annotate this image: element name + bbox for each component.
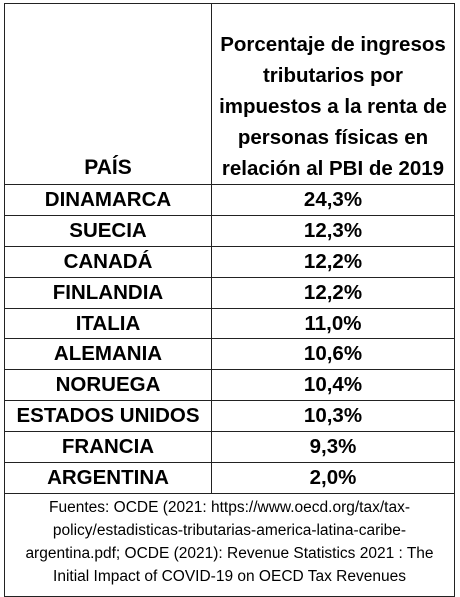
sources-footnote[interactable]: Fuentes: OCDE (2021: https://www.oecd.or…	[4, 492, 455, 597]
value-cell[interactable]: 12,3%	[211, 214, 455, 247]
footnote-line-1: Fuentes: OCDE (2021: https://www.oecd.or…	[49, 498, 410, 516]
table-row: ALEMANIA 10,6%	[4, 338, 455, 371]
header-value-line-2: tributarios por	[262, 64, 404, 87]
table-row: CANADÁ 12,2%	[4, 245, 455, 278]
table-row: ARGENTINA 2,0%	[4, 462, 455, 494]
table-row: ESTADOS UNIDOS 10,3%	[4, 400, 455, 433]
header-row: PAÍS Porcentaje de ingresos tributarios …	[4, 3, 455, 185]
tax-revenue-table: PAÍS Porcentaje de ingresos tributarios …	[4, 3, 455, 597]
table-row: NORUEGA 10,4%	[4, 369, 455, 402]
header-value-line-3: impuestos a la renta de	[219, 95, 447, 118]
header-value[interactable]: Porcentaje de ingresos tributarios por i…	[211, 3, 455, 185]
country-cell[interactable]: DINAMARCA	[4, 184, 212, 216]
country-cell[interactable]: SUECIA	[4, 214, 212, 247]
header-country[interactable]: PAÍS	[4, 3, 212, 185]
country-cell[interactable]: FRANCIA	[4, 431, 212, 464]
value-cell[interactable]: 9,3%	[211, 431, 455, 464]
table-row: DINAMARCA 24,3%	[4, 184, 455, 216]
country-cell[interactable]: ESTADOS UNIDOS	[4, 400, 212, 433]
value-cell[interactable]: 12,2%	[211, 245, 455, 278]
footnote-line-4: Initial Impact of COVID-19 on OECD Tax R…	[53, 567, 406, 585]
header-value-line-4: personas físicas en	[237, 126, 429, 149]
country-cell[interactable]: CANADÁ	[4, 245, 212, 278]
table-row: SUECIA 12,3%	[4, 214, 455, 247]
value-cell[interactable]: 10,3%	[211, 400, 455, 433]
footer-row: Fuentes: OCDE (2021: https://www.oecd.or…	[4, 492, 455, 597]
country-cell[interactable]: ITALIA	[4, 307, 212, 340]
country-cell[interactable]: NORUEGA	[4, 369, 212, 402]
value-cell[interactable]: 11,0%	[211, 307, 455, 340]
value-cell[interactable]: 10,4%	[211, 369, 455, 402]
value-cell[interactable]: 10,6%	[211, 338, 455, 371]
value-cell[interactable]: 2,0%	[211, 462, 455, 494]
table-row: ITALIA 11,0%	[4, 307, 455, 340]
spreadsheet-table-area: PAÍS Porcentaje de ingresos tributarios …	[4, 3, 455, 597]
value-cell[interactable]: 12,2%	[211, 276, 455, 309]
country-cell[interactable]: ARGENTINA	[4, 462, 212, 494]
value-cell[interactable]: 24,3%	[211, 184, 455, 216]
country-cell[interactable]: ALEMANIA	[4, 338, 212, 371]
footnote-line-3: argentina.pdf; OCDE (2021): Revenue Stat…	[25, 544, 434, 562]
country-cell[interactable]: FINLANDIA	[4, 276, 212, 309]
footnote-line-2: policy/estadisticas-tributarias-america-…	[52, 521, 407, 539]
table-row: FRANCIA 9,3%	[4, 431, 455, 464]
header-value-line-5: relación al PBI de 2019	[221, 157, 445, 180]
header-value-line-1: Porcentaje de ingresos	[220, 33, 446, 56]
table-row: FINLANDIA 12,2%	[4, 276, 455, 309]
